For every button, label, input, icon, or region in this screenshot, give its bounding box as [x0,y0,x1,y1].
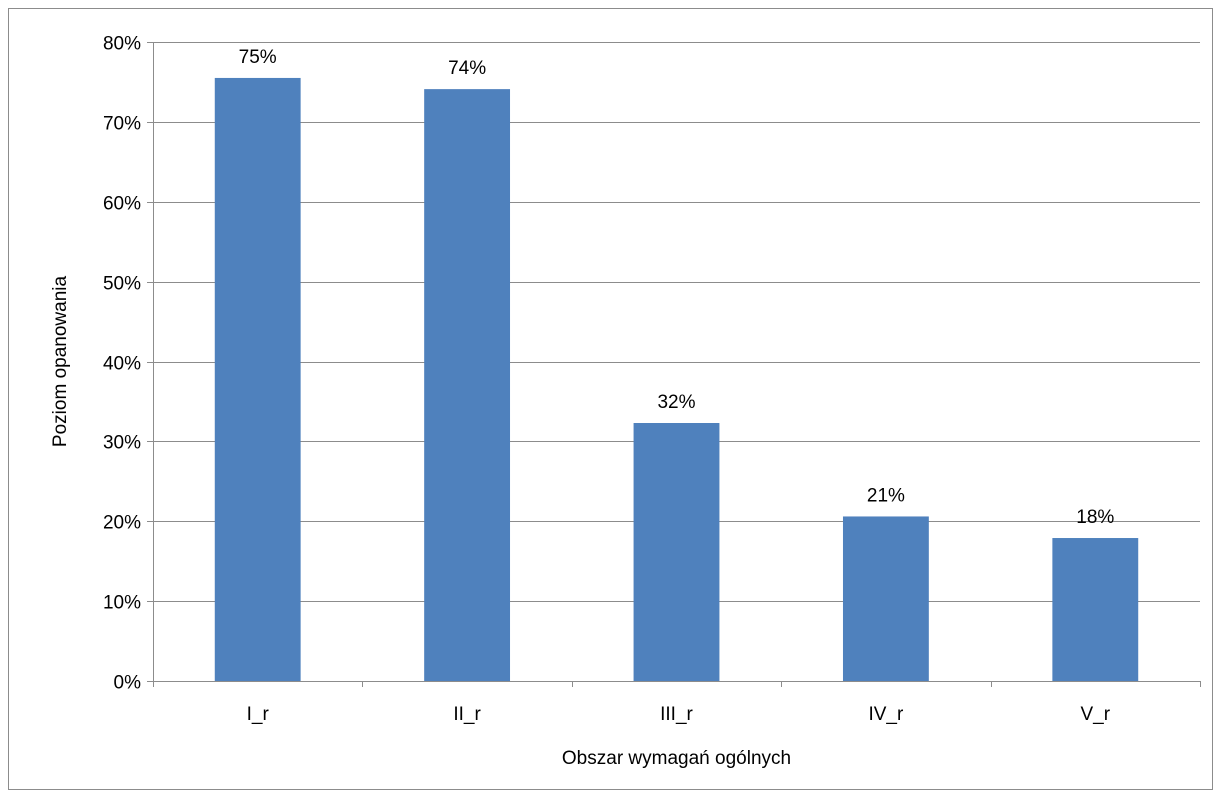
gridlines [153,42,1200,602]
bars [214,77,1139,682]
y-axis-title: Poziom opanowania [50,276,71,448]
y-tick-label: 20% [103,513,141,534]
y-tick-label: 70% [103,114,141,135]
x-tick-label: I_r [247,704,270,725]
labels: 0% 10% 20% 30% 40% 50% 60% 70% 80% 75% I_r 74% II_r 3… [103,34,1114,726]
data-label: 75% [239,47,277,68]
bar [214,77,301,682]
y-tick-label: 10% [103,593,141,614]
x-axis-title: Obszar wymagań ogólnych [562,748,791,769]
data-label: 21% [867,485,905,506]
axes [147,42,1201,687]
y-tick-label: 50% [103,274,141,295]
data-label: 74% [448,58,486,79]
chart-frame [8,8,1213,790]
data-label: 18% [1076,507,1114,528]
y-tick-label: 0% [114,673,142,694]
bar [1052,538,1139,681]
y-tick-label: 40% [103,354,141,375]
x-tick-label: V_r [1081,704,1111,725]
x-tick-label: II_r [453,704,481,725]
y-tick-label: 30% [103,433,141,454]
bar [424,89,511,682]
x-tick-label: III_r [660,704,693,725]
y-tick-label: 80% [103,34,141,55]
y-tick-label: 60% [103,194,141,215]
bar [633,423,720,681]
x-tick-label: IV_r [868,704,904,725]
data-label: 32% [657,392,695,413]
bar [842,516,929,681]
